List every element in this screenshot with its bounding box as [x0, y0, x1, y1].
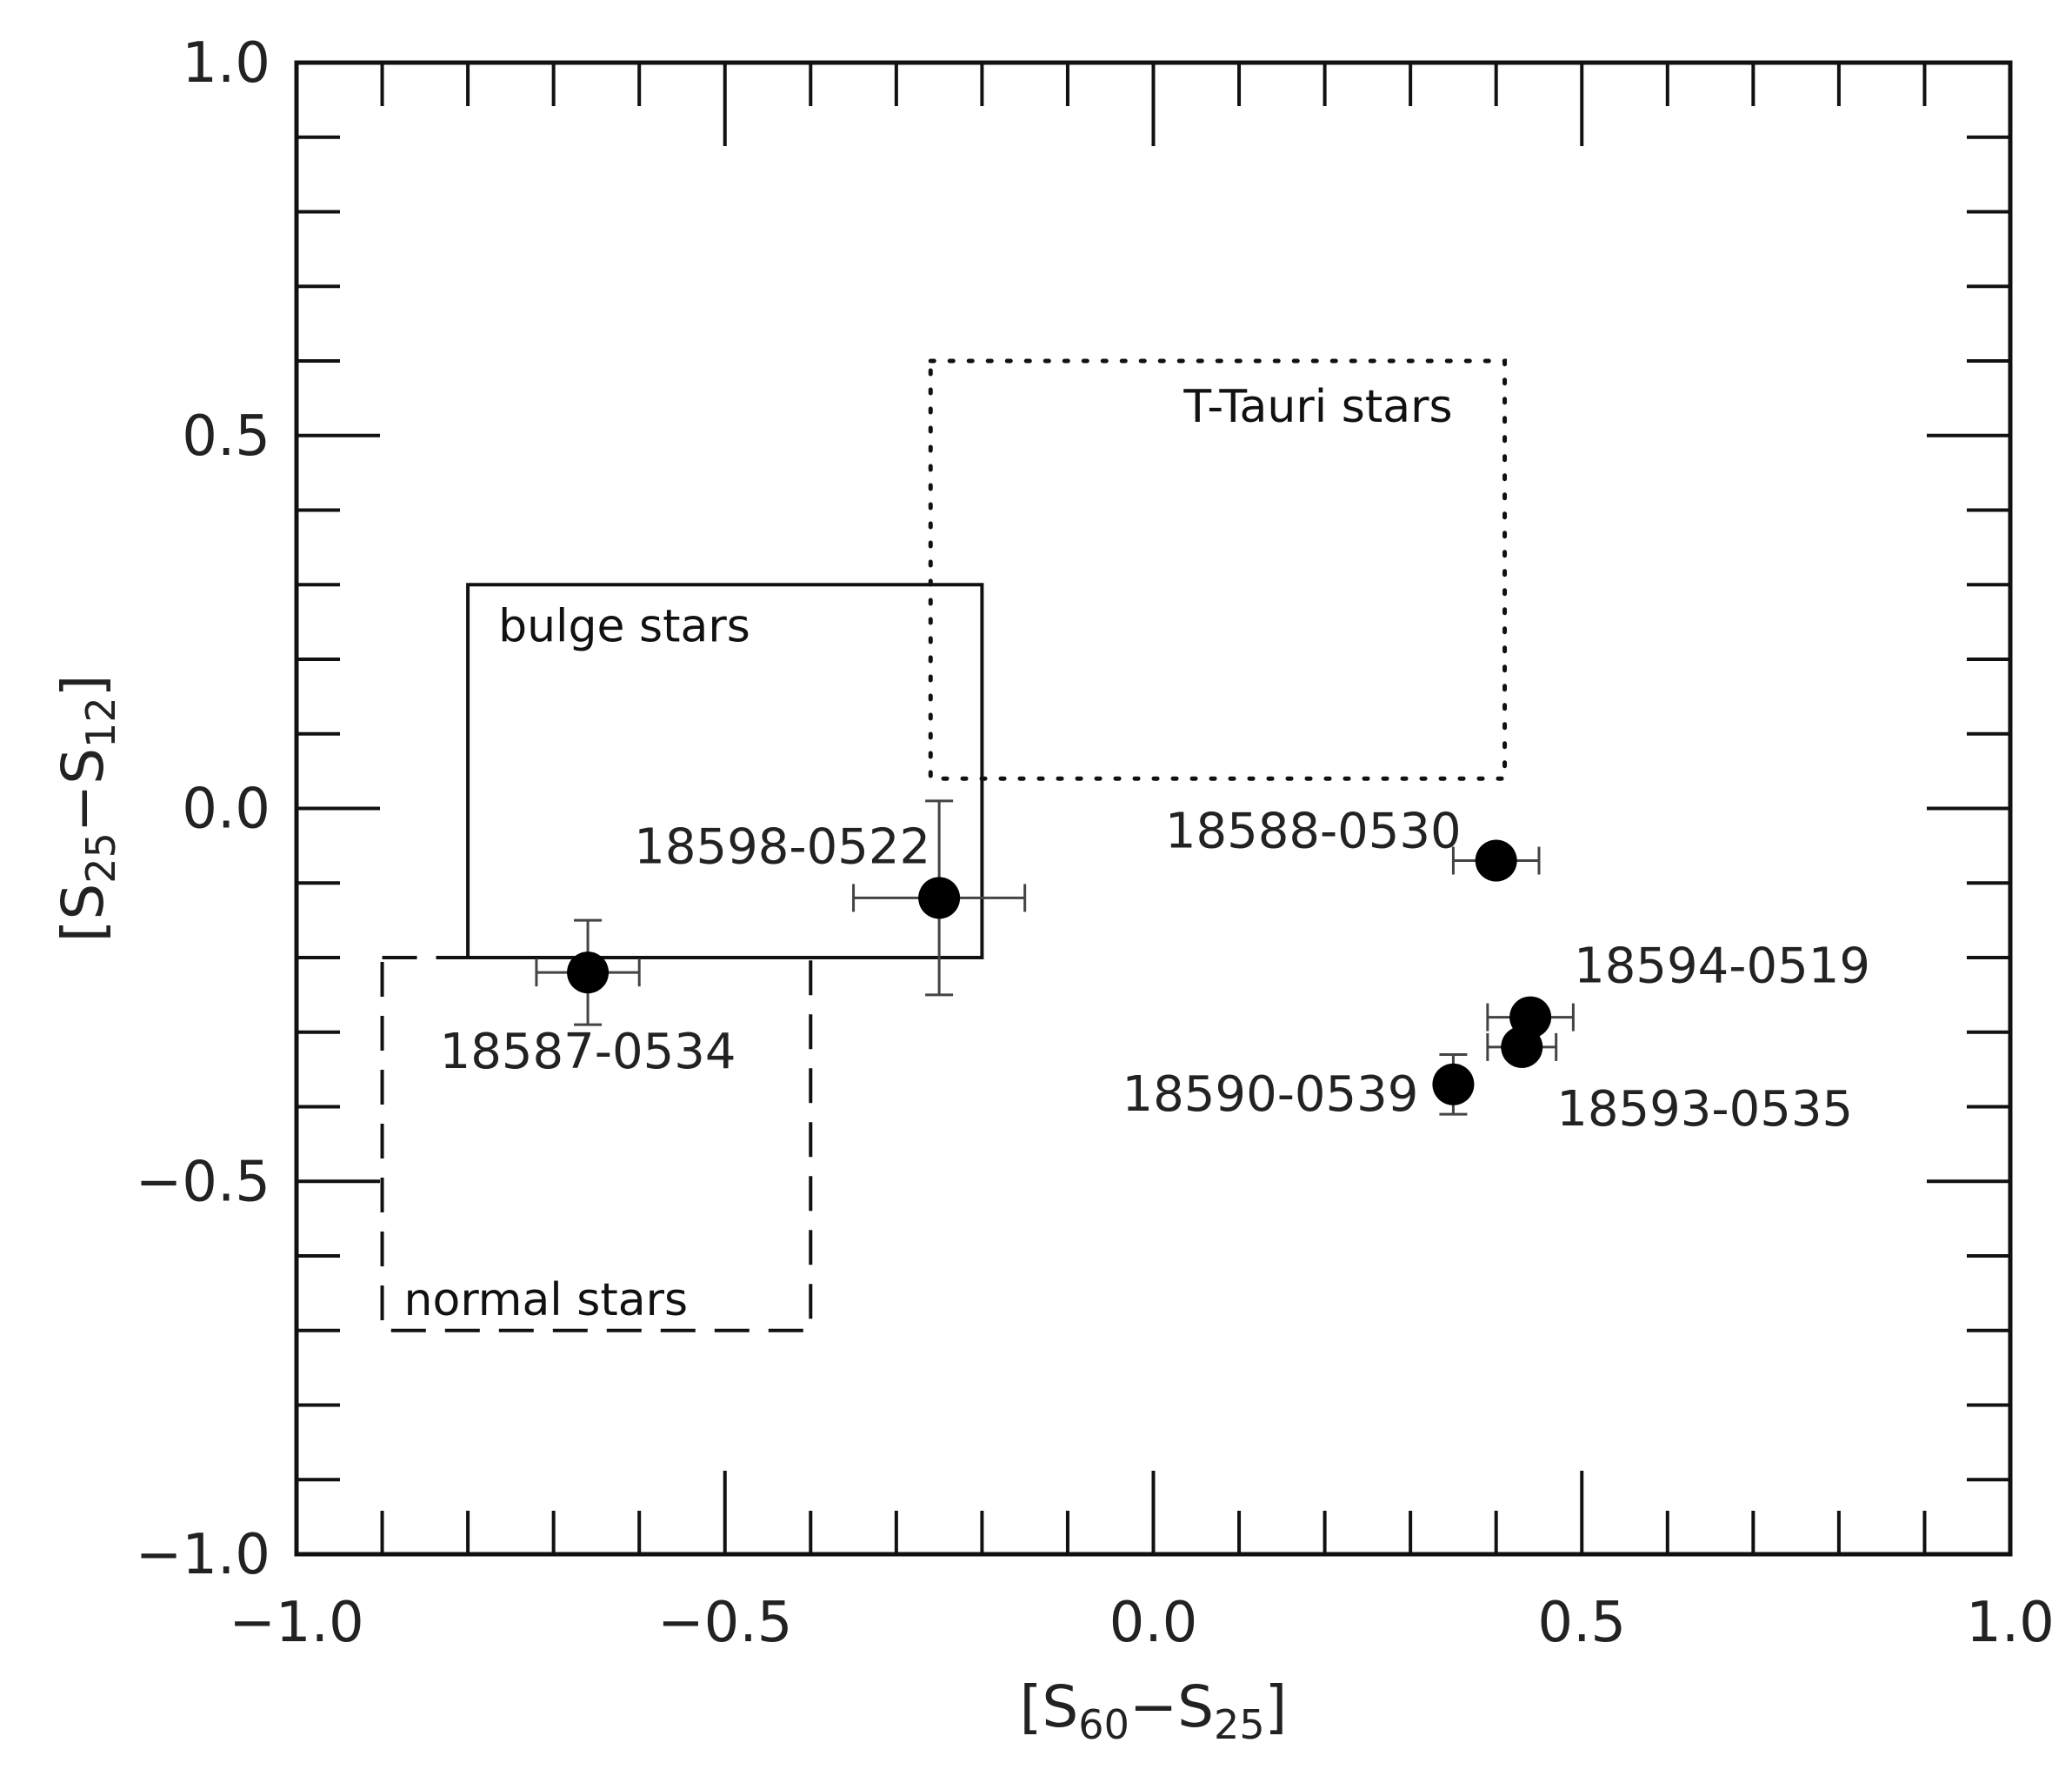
y-tick-label: −1.0 — [136, 1523, 270, 1587]
x-tick-label: 1.0 — [1966, 1591, 2055, 1655]
region-label: T-Tauri stars — [1183, 381, 1452, 433]
y-axis-label: [S25−S12] — [50, 675, 124, 943]
data-points: 18587-0534 18598-0522 18588-0530 18594-0519… — [440, 799, 1870, 1138]
y-tick-label: 0.0 — [182, 778, 270, 842]
data-point-label: 18594-0519 — [1574, 938, 1870, 995]
x-tick-label: 0.0 — [1109, 1591, 1198, 1655]
y-tick-label: 1.0 — [182, 31, 270, 96]
region-label: normal stars — [404, 1274, 689, 1326]
axis-ticks: −1.0 −0.5 0.0 0.5 1.0 1.0 0.5 0.0 −0.5 −1.0 — [136, 31, 2055, 1655]
region-box-dotted — [928, 358, 1508, 781]
x-axis-label: [S60−S25] — [1020, 1673, 1288, 1748]
data-point-label: 18587-0534 — [440, 1024, 736, 1080]
y-tick-label: −0.5 — [136, 1150, 270, 1214]
region-label: bulge stars — [498, 600, 750, 652]
data-point-label: 18588-0530 — [1165, 804, 1462, 860]
data-point — [918, 877, 961, 919]
region-box-dashed — [380, 956, 813, 1332]
data-point — [567, 951, 610, 994]
data-point-label: 18598-0522 — [634, 818, 930, 875]
x-tick-label: −1.0 — [229, 1591, 363, 1655]
axis-labels: [S60−S25] [S25−S12] — [50, 675, 1287, 1748]
x-tick-label: −0.5 — [657, 1591, 792, 1655]
y-tick-label: 0.5 — [182, 404, 270, 469]
x-tick-label: 0.5 — [1537, 1591, 1626, 1655]
region-boxes: bulge stars T-Tauri stars normal stars — [380, 358, 1508, 1332]
data-point — [1475, 839, 1517, 882]
data-point-label: 18593-0535 — [1556, 1081, 1853, 1138]
data-point — [1501, 1025, 1543, 1068]
data-point-label: 18590-0539 — [1123, 1066, 1419, 1123]
data-point — [1432, 1063, 1475, 1105]
